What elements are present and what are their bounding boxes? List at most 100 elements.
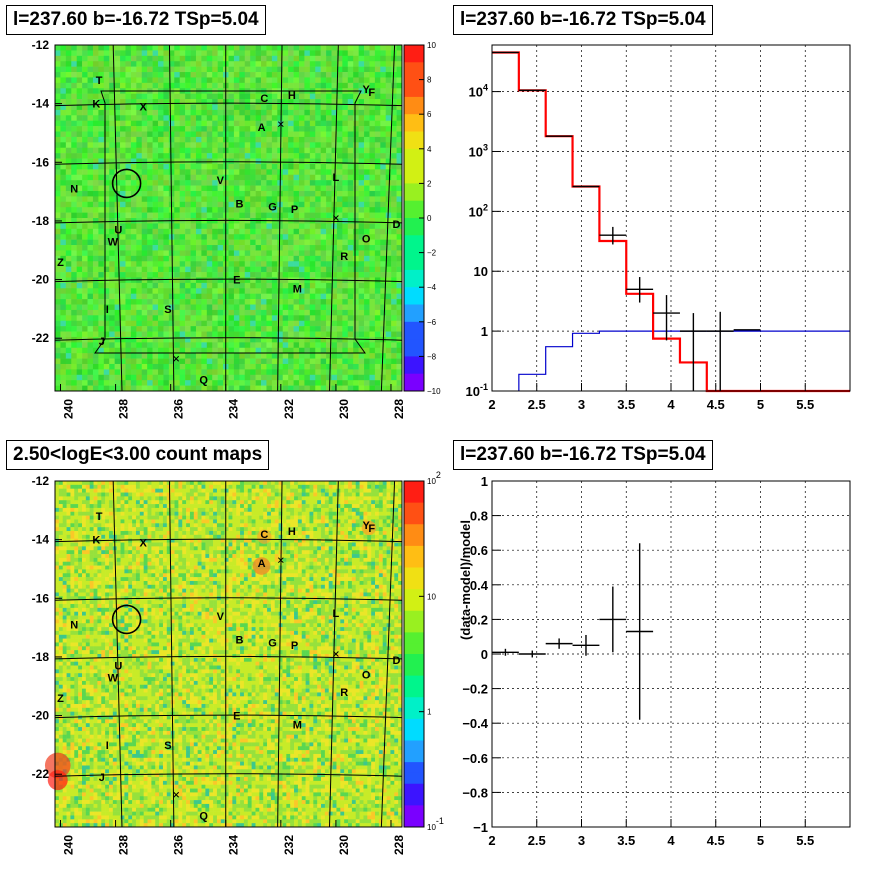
map-pixel (65, 272, 72, 278)
map-pixel (261, 342, 267, 349)
map-pixel (76, 185, 83, 192)
map-pixel (380, 82, 387, 89)
map-pixel (353, 288, 359, 294)
map-pixel (55, 126, 61, 132)
map-pixel (141, 277, 148, 284)
map-pixel (130, 196, 137, 203)
map-pixel (233, 282, 240, 289)
map-pixel (255, 309, 262, 316)
map-pixel (331, 169, 338, 176)
map-pixel (87, 61, 94, 67)
map-pixel (114, 234, 121, 240)
y-tick-label: 104 (469, 83, 488, 100)
map-pixel (190, 50, 197, 57)
map-pixel (233, 45, 240, 51)
map-pixel (369, 99, 376, 105)
map-pixel (147, 250, 153, 257)
map-pixel (147, 190, 153, 197)
map-pixel (185, 50, 191, 57)
map-pixel (304, 126, 311, 132)
map-pixel (185, 142, 191, 149)
map-pixel (190, 169, 197, 176)
map-pixel (65, 66, 72, 73)
map-pixel (206, 358, 213, 365)
map-pixel (163, 342, 170, 349)
map-pixel (70, 604, 75, 609)
map-pixel (266, 163, 273, 170)
map-pixel (288, 239, 294, 246)
map-pixel (358, 99, 365, 105)
map-pixel (168, 136, 175, 143)
map-pixel (98, 353, 105, 359)
map-pixel (81, 527, 87, 532)
map-pixel (65, 218, 72, 224)
map-pixel (380, 255, 387, 262)
map-pixel (380, 374, 387, 381)
map-pixel (201, 266, 208, 273)
map-pixel (255, 109, 262, 116)
map-pixel (391, 250, 397, 257)
map-pixel (239, 380, 246, 386)
map-pixel (326, 153, 332, 159)
map-pixel (277, 304, 284, 311)
map-pixel (255, 374, 262, 381)
map-pixel (78, 823, 83, 828)
map-pixel (271, 293, 278, 300)
map-pixel (125, 77, 132, 84)
map-pixel (65, 288, 72, 294)
map-pixel (136, 163, 143, 170)
map-pixel (336, 272, 343, 278)
map-pixel (74, 780, 79, 786)
map-pixel (374, 250, 381, 257)
map-pixel (282, 147, 289, 154)
map-pixel (261, 201, 267, 208)
map-pixel (66, 557, 71, 563)
map-pixel (282, 82, 289, 89)
map-pixel (326, 126, 332, 132)
map-pixel (174, 115, 180, 121)
map-pixel (336, 136, 343, 143)
map-pixel (326, 309, 332, 316)
map-pixel (185, 326, 191, 332)
map-pixel (62, 561, 67, 566)
map-pixel (380, 288, 387, 294)
map-pixel (74, 719, 79, 724)
map-pixel (114, 369, 121, 376)
map-pixel (358, 299, 365, 305)
map-pixel (76, 250, 83, 257)
map-pixel (114, 45, 121, 51)
map-pixel (130, 77, 137, 84)
map-pixel (347, 245, 354, 251)
map-pixel (244, 250, 251, 257)
map-pixel (266, 299, 273, 305)
map-pixel (76, 109, 83, 116)
map-pixel (147, 336, 153, 343)
map-pixel (293, 169, 300, 176)
map-pixel (288, 66, 294, 73)
map-pixel (320, 153, 327, 159)
map-pixel (163, 147, 170, 154)
map-pixel (255, 358, 262, 365)
map-pixel (120, 109, 126, 116)
map-pixel (298, 93, 305, 100)
map-pixel (336, 77, 343, 84)
map-pixel (141, 315, 148, 322)
map-pixel (109, 131, 115, 138)
map-pixel (81, 696, 87, 701)
map-pixel (233, 228, 240, 235)
map-pixel (66, 596, 71, 601)
map-pixel (65, 299, 72, 305)
map-pixel (250, 358, 256, 365)
map-pixel (152, 320, 159, 327)
map-pixel (136, 358, 143, 365)
map-pixel (353, 315, 359, 322)
map-pixel (271, 315, 278, 322)
map-pixel (81, 646, 87, 651)
map-pixel (342, 380, 349, 386)
map-pixel (82, 72, 88, 78)
map-pixel (62, 577, 67, 582)
map-pixel (201, 369, 208, 376)
map-pixel (66, 788, 71, 793)
map-pixel (109, 250, 115, 257)
map-pixel (385, 293, 392, 300)
